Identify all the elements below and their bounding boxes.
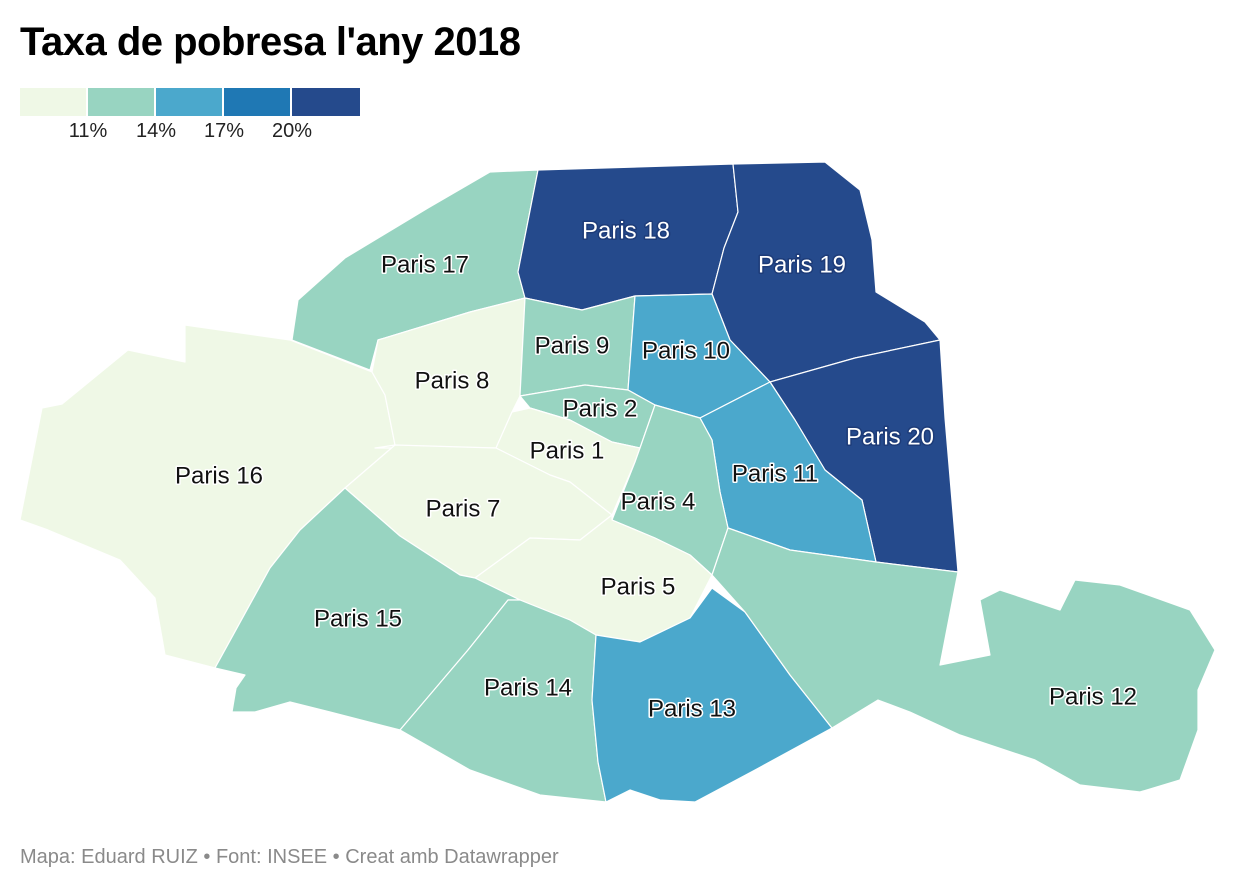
legend-swatch-3 [156, 88, 224, 116]
label-paris-12: Paris 12 [1049, 683, 1137, 710]
district-paris-15[interactable] [214, 487, 521, 731]
district-paris-12[interactable] [711, 527, 1216, 793]
legend-tick-label: 17% [203, 120, 245, 142]
legend-swatches [20, 88, 360, 116]
chart-title: Taxa de pobresa l'any 2018 [20, 20, 521, 64]
label-paris-7: Paris 7 [426, 495, 501, 522]
legend-tick-label: 14% [135, 120, 177, 142]
label-paris-13: Paris 13 [648, 695, 736, 722]
legend-swatch-1 [20, 88, 88, 116]
legend-ticks: 11% 14% 17% 20% [20, 116, 360, 146]
label-paris-17: Paris 17 [381, 251, 469, 278]
label-paris-8: Paris 8 [415, 367, 490, 394]
label-paris-16: Paris 16 [175, 462, 263, 489]
district-paris-13[interactable] [591, 587, 833, 803]
legend-swatch-5 [292, 88, 360, 116]
label-paris-5: Paris 5 [601, 573, 676, 600]
legend-tick-label: 20% [271, 120, 313, 142]
label-paris-2: Paris 2 [563, 395, 638, 422]
label-paris-4: Paris 4 [621, 488, 696, 515]
label-paris-11: Paris 11 [732, 460, 818, 487]
label-paris-18: Paris 18 [582, 217, 670, 244]
legend-tick-label: 11% [68, 120, 108, 142]
color-legend: 11% 14% 17% 20% [20, 88, 360, 148]
paris-map: Paris 16 Paris 17 Paris 18 Paris 19 Pari… [19, 161, 1216, 803]
label-paris-19: Paris 19 [758, 251, 846, 278]
label-paris-9: Paris 9 [535, 332, 610, 359]
label-paris-14: Paris 14 [484, 674, 572, 701]
label-paris-15: Paris 15 [314, 605, 402, 632]
legend-swatch-4 [224, 88, 292, 116]
label-paris-1: Paris 1 [530, 437, 605, 464]
label-paris-10: Paris 10 [642, 337, 730, 364]
source-footer: Mapa: Eduard RUIZ • Font: INSEE • Creat … [20, 846, 559, 868]
label-paris-20: Paris 20 [846, 423, 934, 450]
legend-swatch-2 [88, 88, 156, 116]
